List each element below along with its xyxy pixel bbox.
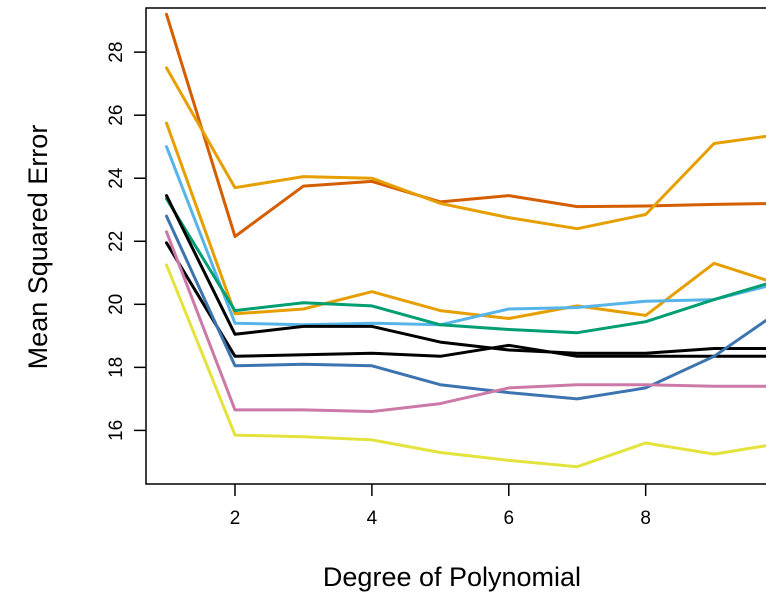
- x-axis-label: Degree of Polynomial: [323, 562, 581, 592]
- plot-frame: [145, 7, 766, 485]
- series-line-1: [165, 12, 766, 238]
- series-line-4: [165, 145, 766, 327]
- y-axis: 16 18 20 22 24 26 28: [106, 42, 146, 441]
- y-tick-label-16: 16: [106, 420, 127, 441]
- y-tick-label-28: 28: [106, 42, 127, 63]
- x-tick-label-6: 6: [503, 508, 514, 529]
- x-axis: 246810: [230, 484, 651, 529]
- series-line-8: [165, 214, 766, 401]
- y-tick-label-24: 24: [106, 167, 127, 189]
- x-tick-label-2: 2: [230, 508, 241, 529]
- x-tick-label-8: 8: [640, 508, 651, 529]
- y-tick-label-20: 20: [106, 294, 127, 315]
- y-axis-label: Mean Squared Error: [23, 125, 53, 370]
- y-tick-label-22: 22: [106, 231, 127, 252]
- series-line-9: [165, 230, 766, 413]
- plot-lines: [165, 12, 766, 469]
- series-line-2: [165, 66, 766, 231]
- series-line-5: [165, 197, 766, 335]
- x-tick-label-4: 4: [367, 508, 378, 529]
- series-line-7: [165, 241, 766, 358]
- y-tick-label-18: 18: [106, 357, 127, 378]
- series-line-3: [165, 121, 766, 320]
- series-line-10: [165, 263, 766, 469]
- series-line-6: [165, 194, 766, 355]
- y-tick-label-26: 26: [106, 105, 127, 126]
